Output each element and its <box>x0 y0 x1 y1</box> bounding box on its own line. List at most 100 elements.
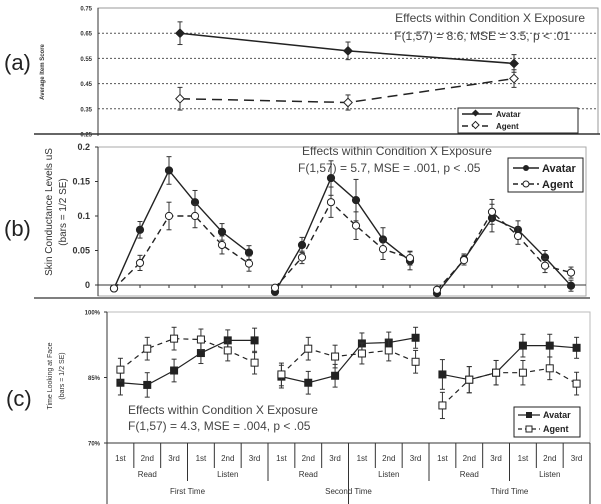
legend-agent-marker <box>525 425 533 433</box>
category-label-level1: 2nd <box>543 454 556 463</box>
data-point-avatar <box>297 240 307 250</box>
category-label-level2: Read <box>460 470 479 479</box>
category-label-level2: Listen <box>378 470 399 479</box>
panel-b-annotation-line1: Effects within Condition X Exposure <box>302 144 492 158</box>
y-tick-label: 0.65 <box>80 32 92 38</box>
category-label-level1: 2nd <box>463 454 476 463</box>
legend-avatar-label: Avatar <box>542 163 577 175</box>
data-point-avatar <box>250 336 259 345</box>
data-point-avatar <box>135 225 145 234</box>
legend-avatar-marker <box>471 109 480 117</box>
panel-b-ylabel: Skin Conductance Levels uS <box>44 148 55 276</box>
data-point-agent <box>331 352 340 361</box>
category-label-level3: First Time <box>170 487 206 496</box>
data-point-agent <box>545 364 554 373</box>
panel-a: (a) 0.75 0.65 0.55 0.45 0.35 0.25 Average Ite… <box>4 7 600 139</box>
panel-a-annotation-line2: F(1,57) = 8.6, MSE = 3.5, p < .01 <box>394 29 570 43</box>
legend-box <box>457 107 579 134</box>
panel-c-ylabel: Time Looking at Face <box>47 342 54 409</box>
data-point-agent <box>223 346 232 355</box>
category-label-level1: 3rd <box>329 454 341 463</box>
y-tick-label: 0.05 <box>72 246 90 256</box>
category-label-level1: 1st <box>518 454 529 463</box>
data-point-avatar <box>143 380 152 389</box>
panel-c: (c) 100% 85% 70% Time Looking at Face (bar… <box>6 297 591 504</box>
panel-c-ylabel2: (bars = 1/2 SE) <box>59 352 66 399</box>
data-point-agent <box>351 221 361 230</box>
category-label-level1: 1st <box>276 454 287 463</box>
data-point-agent <box>326 198 336 207</box>
category-label-level1: 1st <box>196 454 207 463</box>
data-point-avatar <box>438 370 447 379</box>
data-point-agent <box>277 370 286 379</box>
series-line-agent <box>120 338 255 371</box>
y-tick-label: 0.55 <box>80 57 92 63</box>
data-point-agent <box>432 285 442 294</box>
data-point-agent <box>164 211 174 221</box>
data-point-agent <box>135 258 145 268</box>
category-label-level2: Listen <box>217 470 238 479</box>
data-point-avatar <box>175 28 185 39</box>
category-label-level1: 1st <box>357 454 368 463</box>
data-point-avatar <box>304 378 313 387</box>
category-label-level1: 3rd <box>168 454 180 463</box>
data-point-agent <box>438 401 447 410</box>
legend-agent-label: Agent <box>542 179 574 191</box>
y-tick-label: 0.1 <box>77 211 90 221</box>
data-point-agent <box>297 253 307 262</box>
data-point-agent <box>465 375 474 384</box>
category-label-level3: Second Time <box>325 487 372 496</box>
legend-box <box>507 157 584 193</box>
y-tick-label: 0.75 <box>80 7 92 13</box>
panel-b-plot <box>109 156 576 298</box>
data-point-agent <box>518 368 527 377</box>
legend-avatar-marker <box>523 165 529 171</box>
series-line-agent <box>281 348 416 375</box>
legend-avatar-marker <box>526 412 532 418</box>
data-point-agent <box>175 93 185 104</box>
data-point-avatar <box>351 196 361 205</box>
panel-b-ylabel2: (bars = 1/2 SE) <box>58 178 69 246</box>
panel-c-annotation-line2: F(1,57) = 4.3, MSE = .004, p < .05 <box>128 419 311 433</box>
category-label-level2: Read <box>299 470 318 479</box>
data-point-agent <box>411 357 420 366</box>
panel-a-ylabel: Average Item Score <box>40 43 46 99</box>
series-line-agent <box>113 215 250 289</box>
panel-a-label: (a) <box>4 50 31 75</box>
data-point-avatar <box>170 366 179 375</box>
panel-a-plot <box>175 21 519 111</box>
y-tick-label: 85% <box>88 376 101 382</box>
data-point-agent <box>143 344 152 353</box>
data-point-agent <box>217 240 227 250</box>
category-label-level1: 1st <box>437 454 448 463</box>
series-line-avatar <box>442 345 577 381</box>
panel-a-annotation-line1: Effects within Condition X Exposure <box>395 11 585 25</box>
data-point-agent <box>304 344 313 353</box>
data-point-agent <box>244 259 254 268</box>
data-point-avatar <box>545 341 554 350</box>
y-tick-label: 0.35 <box>80 107 92 113</box>
legend-avatar-label: Avatar <box>496 110 521 119</box>
data-point-avatar <box>164 166 174 175</box>
y-tick-label: 100% <box>85 311 101 317</box>
y-tick-label: 0.15 <box>72 177 90 187</box>
data-point-agent <box>405 253 415 263</box>
category-label-level1: 2nd <box>302 454 315 463</box>
data-point-agent <box>540 261 550 270</box>
panel-b-axes: 0.2 0.15 0.1 0.05 0 <box>72 142 587 297</box>
data-point-agent <box>566 268 576 277</box>
category-label-level1: 3rd <box>571 454 583 463</box>
legend-avatar-label: Avatar <box>543 410 571 420</box>
panel-c-category-axis: 1st 2nd 3rd 1st 2nd 3rd 1st 2nd 3rd 1st 2nd 3rd 1st 2… <box>115 443 591 504</box>
data-point-agent <box>492 368 501 377</box>
data-point-agent <box>357 349 366 358</box>
data-point-agent <box>109 284 119 293</box>
y-tick-label: 0.25 <box>80 133 92 139</box>
data-point-avatar <box>518 341 527 350</box>
category-label-level1: 3rd <box>490 454 502 463</box>
panel-c-annotation-line1: Effects within Condition X Exposure <box>128 403 318 417</box>
category-label-level2: Read <box>138 470 157 479</box>
legend-agent-label: Agent <box>496 122 519 131</box>
data-point-avatar <box>343 45 353 56</box>
